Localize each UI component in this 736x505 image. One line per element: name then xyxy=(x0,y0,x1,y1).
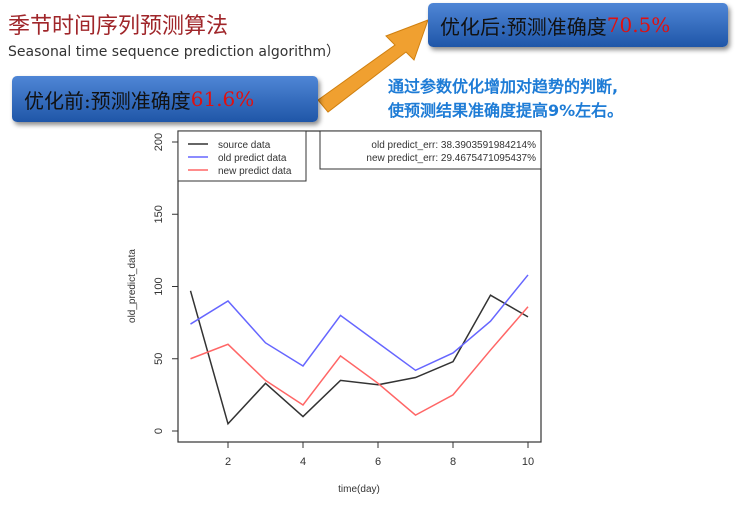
after-accuracy-box: 优化后:预测准确度 70.5% xyxy=(428,3,728,47)
series-line-2 xyxy=(190,274,529,372)
x-axis-label: time(day) xyxy=(338,484,380,495)
error-box xyxy=(319,130,542,170)
y-tick-label: 50 xyxy=(153,353,165,365)
slide-title: 季节时间序列预测算法 xyxy=(8,14,229,39)
x-tick-label: 6 xyxy=(375,456,381,468)
error-annotation: new predict_err: 29.4675471095437% xyxy=(366,153,536,164)
after-value: 70.5% xyxy=(606,13,671,37)
before-value: 61.6% xyxy=(190,87,255,111)
legend-label: source data xyxy=(218,140,271,151)
x-tick-label: 4 xyxy=(300,456,306,468)
slide-subtitle: Seasonal time sequence prediction algori… xyxy=(8,44,340,60)
series-line-1 xyxy=(189,290,529,426)
x-tick-label: 2 xyxy=(225,456,231,468)
up-arrow-icon xyxy=(317,19,429,113)
series-line-3 xyxy=(190,306,529,417)
x-tick-label: 10 xyxy=(522,456,534,468)
legend-label: new predict data xyxy=(218,166,292,177)
note-line-1: 通过参数优化增加对趋势的判断, xyxy=(388,77,619,96)
error-annotation: old predict_err: 38.3903591984214% xyxy=(371,140,536,151)
improvement-note: 通过参数优化增加对趋势的判断, 使预测结果准确度提高9%左右。 xyxy=(388,75,623,123)
y-tick-label: 150 xyxy=(153,205,165,223)
y-tick-label: 200 xyxy=(153,133,165,151)
y-tick-label: 100 xyxy=(153,277,165,295)
before-accuracy-box: 优化前:预测准确度 61.6% xyxy=(12,76,318,122)
legend-box xyxy=(177,130,307,182)
after-label: 优化后:预测准确度 xyxy=(440,14,607,39)
y-axis-label: old_predict_data xyxy=(127,249,138,323)
y-tick-label: 0 xyxy=(153,428,165,434)
legend-label: old predict data xyxy=(218,153,287,164)
x-tick-label: 8 xyxy=(450,456,456,468)
before-label: 优化前:预测准确度 xyxy=(24,88,191,113)
note-line-2: 使预测结果准确度提高9%左右。 xyxy=(388,101,624,120)
